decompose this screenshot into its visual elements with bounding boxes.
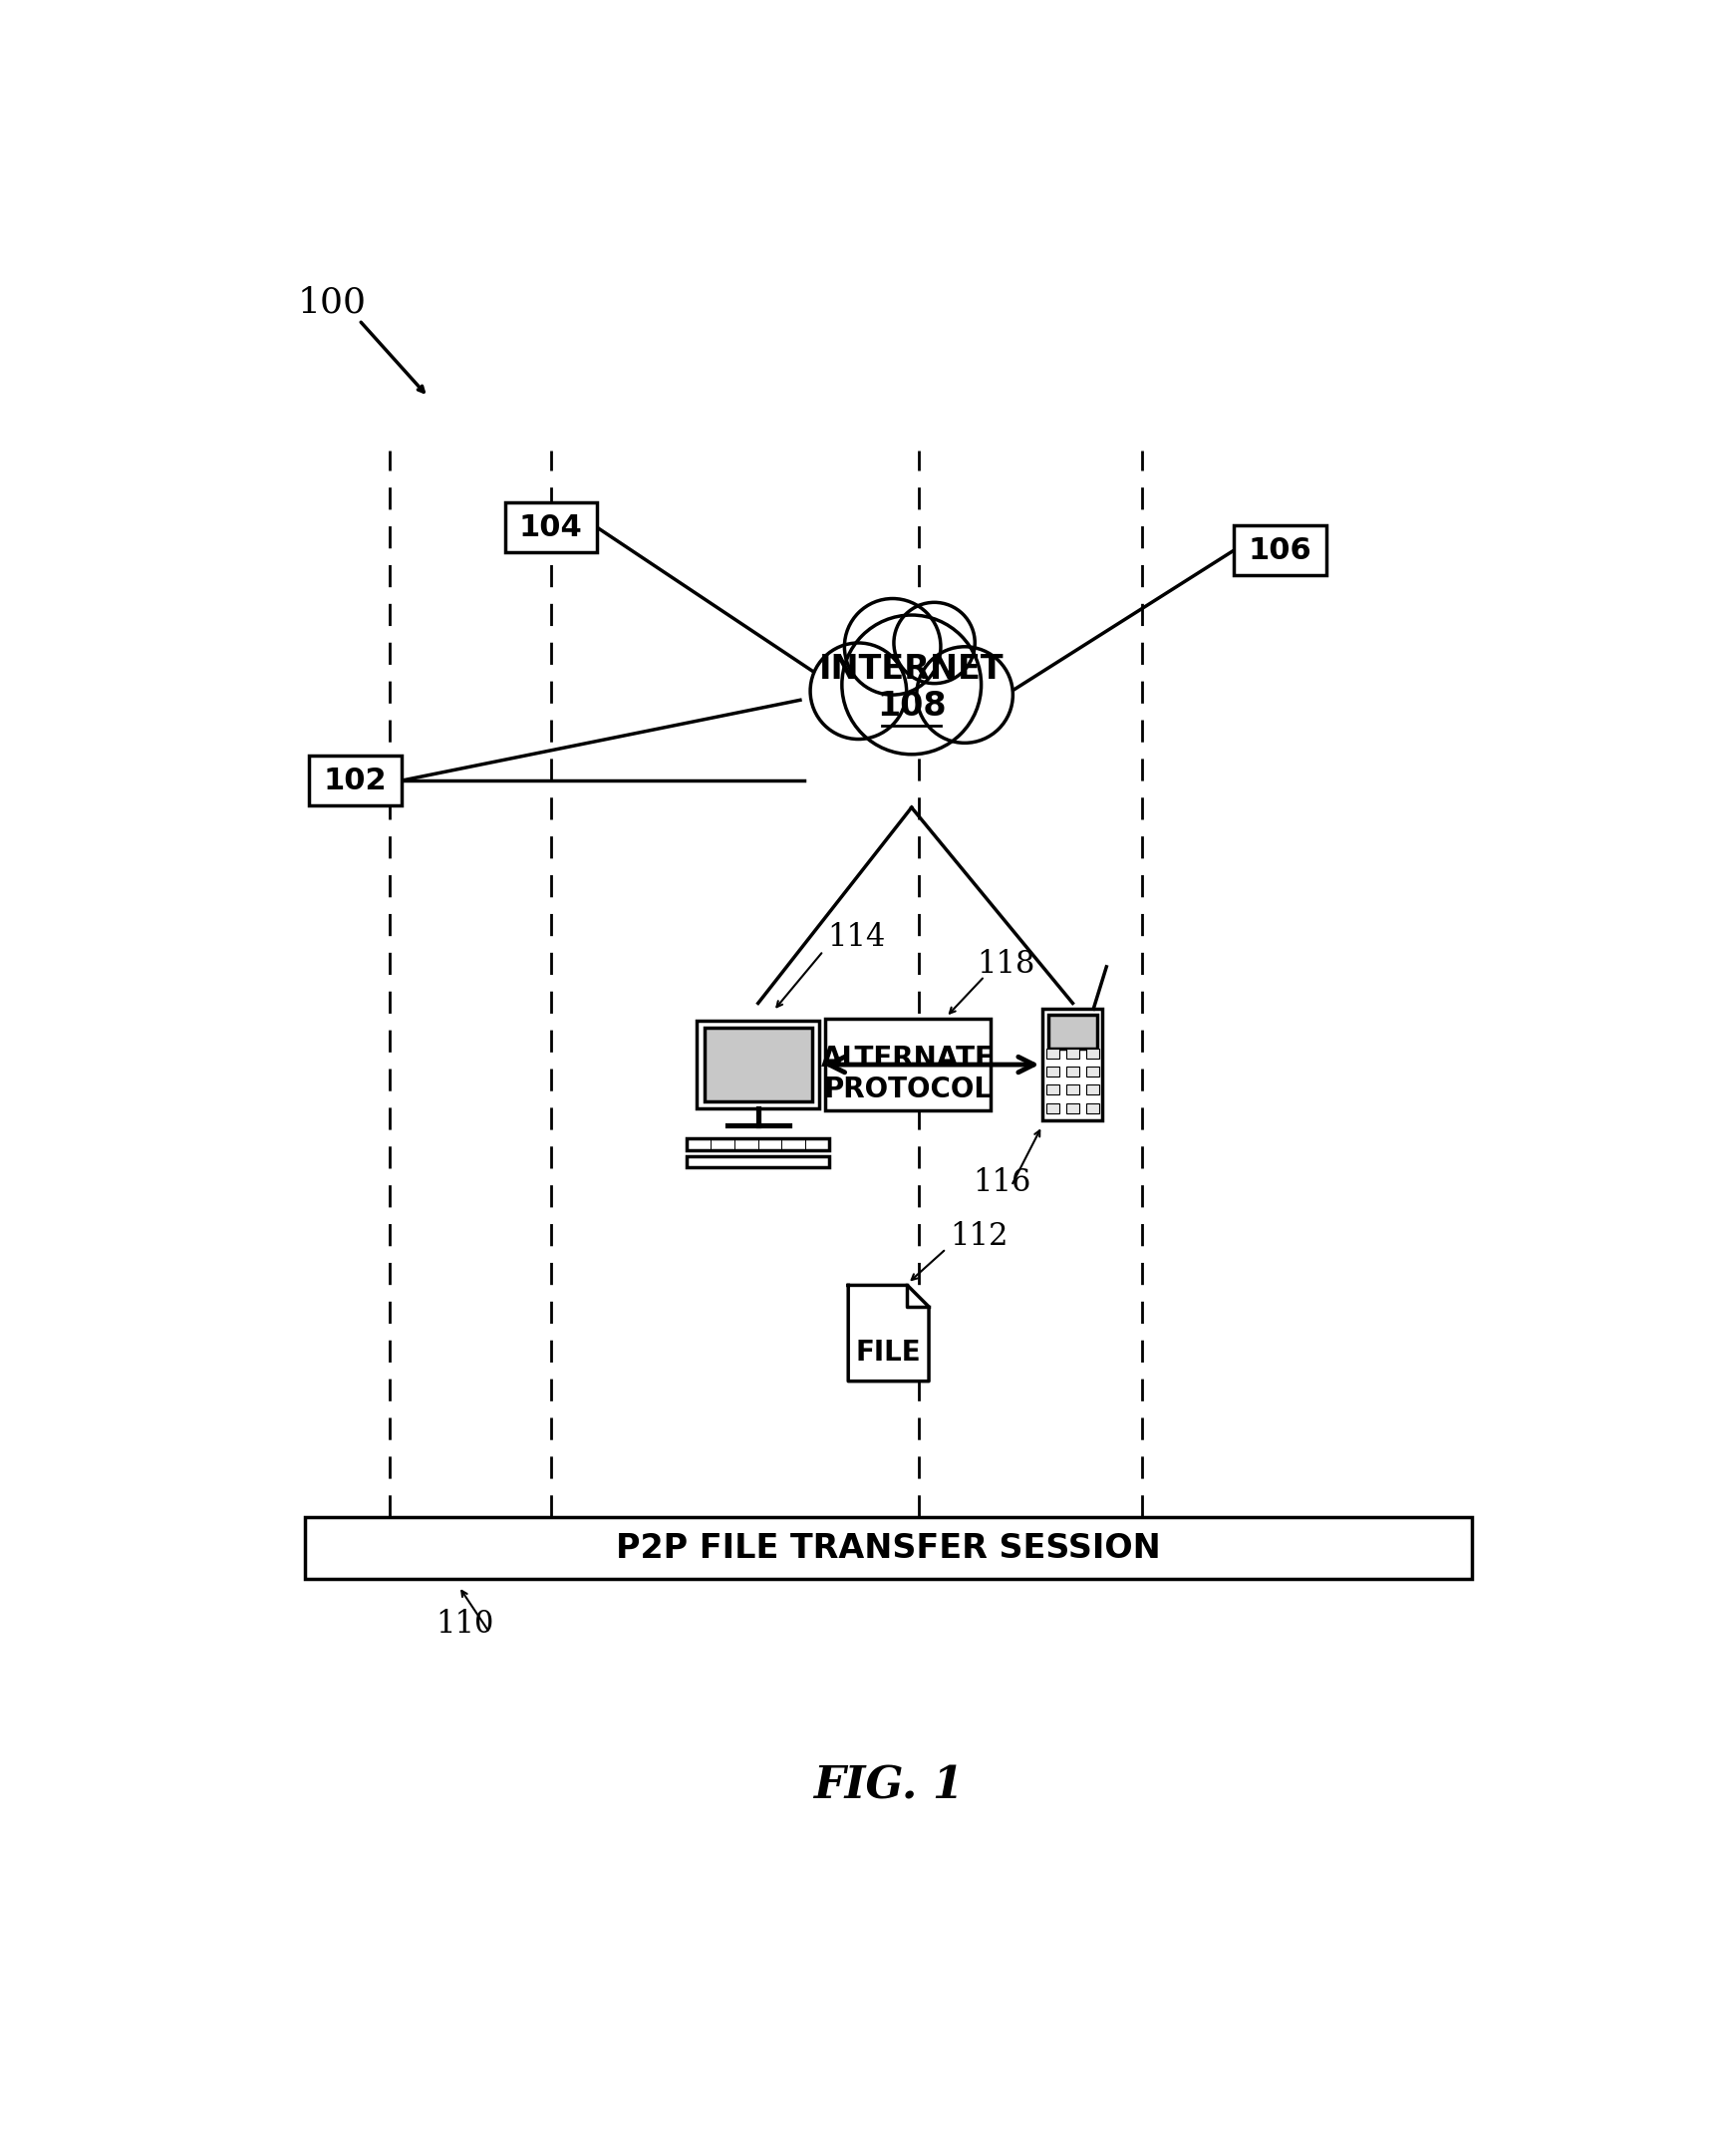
Bar	[308, 757, 402, 806]
Polygon shape	[847, 1285, 929, 1382]
Bar	[825, 1018, 990, 1110]
Circle shape	[917, 647, 1012, 744]
Text: ALTERNATE: ALTERNATE	[821, 1044, 995, 1072]
Bar	[1043, 1009, 1102, 1121]
Bar	[1066, 1084, 1080, 1095]
Text: PROTOCOL: PROTOCOL	[823, 1076, 991, 1104]
Text: 102: 102	[324, 765, 386, 796]
Bar	[1087, 1084, 1099, 1095]
Text: 118: 118	[977, 949, 1035, 979]
Text: 114: 114	[827, 923, 886, 953]
Bar	[697, 1020, 820, 1108]
Circle shape	[894, 602, 976, 683]
Text: 110: 110	[435, 1608, 494, 1639]
Circle shape	[811, 642, 906, 740]
Text: FIG. 1: FIG. 1	[813, 1764, 964, 1807]
Bar	[504, 502, 596, 552]
Circle shape	[844, 599, 941, 694]
Bar	[1087, 1048, 1099, 1059]
Bar	[704, 1028, 811, 1102]
Bar	[1087, 1067, 1099, 1076]
Bar	[686, 1138, 828, 1149]
Bar	[1066, 1104, 1080, 1112]
Text: INTERNET: INTERNET	[820, 653, 1003, 686]
Text: 104: 104	[520, 513, 582, 541]
Text: 112: 112	[950, 1220, 1009, 1253]
Bar	[686, 1156, 828, 1166]
Bar	[1066, 1048, 1080, 1059]
Bar	[1087, 1104, 1099, 1112]
Bar	[1047, 1067, 1059, 1076]
Text: FILE: FILE	[856, 1339, 922, 1367]
Bar	[305, 1518, 1471, 1578]
Text: 116: 116	[972, 1166, 1031, 1199]
Text: P2P FILE TRANSFER SESSION: P2P FILE TRANSFER SESSION	[617, 1531, 1161, 1565]
Text: 106: 106	[1248, 537, 1312, 565]
Bar	[1047, 1048, 1059, 1059]
Bar	[1066, 1067, 1080, 1076]
Circle shape	[842, 614, 981, 755]
Bar	[1047, 1084, 1059, 1095]
Bar	[1234, 526, 1326, 576]
Bar	[1048, 1013, 1097, 1048]
Text: 108: 108	[877, 690, 946, 722]
Bar	[1047, 1104, 1059, 1112]
Text: 100: 100	[298, 285, 366, 319]
